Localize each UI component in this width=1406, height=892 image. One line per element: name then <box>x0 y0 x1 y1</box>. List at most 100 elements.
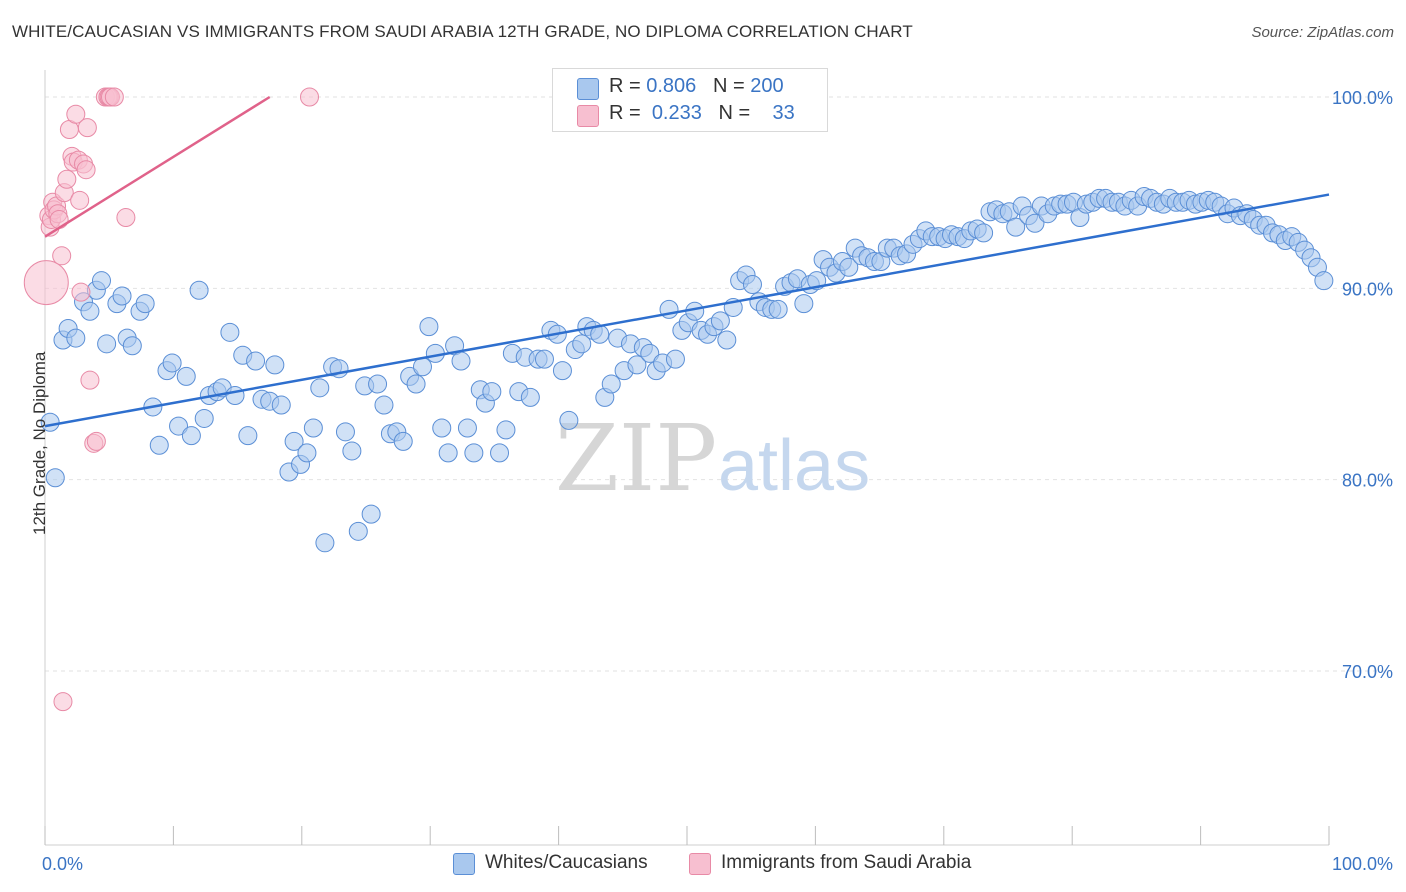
x-tick-label-100: 100.0% <box>1332 854 1393 874</box>
whites-point-57 <box>406 374 426 394</box>
whites-point-65 <box>457 418 477 438</box>
whites-point-32 <box>246 351 266 371</box>
bottom-legend-label-whites: Whites/Caucasians <box>485 852 648 873</box>
whites-point-47 <box>342 441 362 461</box>
whites-point-146 <box>974 223 994 243</box>
legend-r-value-1: 0.806 <box>646 75 697 97</box>
whites-point-6 <box>80 301 100 321</box>
legend-swatch-blue <box>577 78 599 100</box>
whites-point-62 <box>438 443 458 463</box>
legend-text-saudi: R = 0.233 N = 33 <box>609 102 795 125</box>
saudi-point-20 <box>76 160 96 180</box>
whites-point-51 <box>368 374 388 394</box>
whites-point-88 <box>601 374 621 394</box>
whites-point-19 <box>162 353 182 373</box>
whites-point-98 <box>665 349 685 369</box>
whites-point-106 <box>717 330 737 350</box>
whites-point-1 <box>45 468 65 488</box>
chart-source: Source: ZipAtlas.com <box>1251 24 1394 41</box>
tick-labels: 70.0% 80.0% 90.0% 100.0% 0.0% 100.0% <box>42 88 1393 874</box>
whites-point-48 <box>348 521 368 541</box>
whites-point-4 <box>66 328 86 348</box>
watermark-atlas: atlas <box>718 426 870 506</box>
whites-point-80 <box>552 361 572 381</box>
whites-point-61 <box>432 418 452 438</box>
whites-point-75 <box>520 387 540 407</box>
legend-r-value-2: 0.233 <box>651 102 702 124</box>
whites-point-17 <box>149 435 169 455</box>
saudi-point-0 <box>23 260 69 306</box>
series-saudi-points <box>23 87 320 712</box>
chart-title: WHITE/CAUCASIAN VS IMMIGRANTS FROM SAUDI… <box>12 22 913 41</box>
whites-point-154 <box>1025 213 1045 233</box>
whites-point-42 <box>310 378 330 398</box>
watermark-zip: ZIP <box>555 405 717 512</box>
whites-point-55 <box>393 431 413 451</box>
whites-point-15 <box>135 294 155 314</box>
whites-point-94 <box>640 343 660 363</box>
y-tick-label-80: 80.0% <box>1342 471 1393 491</box>
legend-n-label-1: N = <box>712 75 745 97</box>
saudi-point-9 <box>52 246 72 266</box>
whites-point-46 <box>335 422 355 442</box>
whites-point-81 <box>559 410 579 430</box>
whites-point-11 <box>112 286 132 306</box>
whites-point-151 <box>1006 217 1026 237</box>
saudi-point-11 <box>57 169 77 189</box>
whites-point-52 <box>374 395 394 415</box>
whites-point-66 <box>464 443 484 463</box>
whites-point-23 <box>189 280 209 300</box>
series-whites-points <box>40 186 1334 553</box>
whites-point-29 <box>225 385 245 405</box>
whites-point-38 <box>284 431 304 451</box>
saudi-point-17 <box>70 190 90 210</box>
whites-point-77 <box>534 349 554 369</box>
whites-point-21 <box>176 366 196 386</box>
whites-point-125 <box>839 257 859 277</box>
whites-point-71 <box>496 420 516 440</box>
whites-point-28 <box>220 322 240 342</box>
watermark: ZIP atlas <box>555 405 870 512</box>
whites-point-69 <box>482 382 502 402</box>
whites-point-43 <box>315 533 335 553</box>
saudi-point-8 <box>49 209 69 229</box>
whites-point-118 <box>794 294 814 314</box>
whites-point-64 <box>451 351 471 371</box>
whites-point-8 <box>91 271 111 291</box>
saudi-point-22 <box>80 370 100 390</box>
trend-lines <box>44 95 1330 428</box>
whites-point-36 <box>271 395 291 415</box>
legend-box: R = 0.806 N = 200 R = 0.233 N = 33 <box>552 68 828 132</box>
bottom-legend-label-saudi: Immigrants from Saudi Arabia <box>721 852 972 873</box>
bottom-legend-swatch-pink <box>689 853 711 875</box>
saudi-point-29 <box>104 87 124 107</box>
legend-r-label-1: R = <box>609 75 641 97</box>
y-axis-label: 12th Grade, No Diploma <box>30 351 49 535</box>
whites-point-35 <box>265 355 285 375</box>
whites-point-92 <box>627 355 647 375</box>
whites-point-40 <box>297 443 317 463</box>
whites-point-31 <box>238 426 258 446</box>
whites-point-110 <box>742 275 762 295</box>
saudi-point-18 <box>71 282 91 302</box>
whites-point-50 <box>361 504 381 524</box>
whites-point-22 <box>181 426 201 446</box>
whites-trend-line <box>44 193 1330 428</box>
axes <box>44 70 1330 846</box>
saudi-point-30 <box>116 208 136 228</box>
bottom-legend-swatch-blue <box>453 853 475 875</box>
legend-n-label-2: N = <box>718 102 751 124</box>
whites-point-58 <box>412 357 432 377</box>
whites-point-20 <box>169 416 189 436</box>
whites-point-41 <box>303 418 323 438</box>
whites-point-114 <box>768 299 788 319</box>
y-tick-label-90: 90.0% <box>1342 279 1393 299</box>
whites-point-199 <box>1314 271 1334 291</box>
saudi-point-21 <box>77 118 97 138</box>
y-tick-label-100: 100.0% <box>1332 88 1393 108</box>
saudi-point-24 <box>86 431 106 451</box>
saudi-point-31 <box>300 87 320 107</box>
whites-point-24 <box>194 408 214 428</box>
legend-n-value-1: 200 <box>750 75 784 97</box>
